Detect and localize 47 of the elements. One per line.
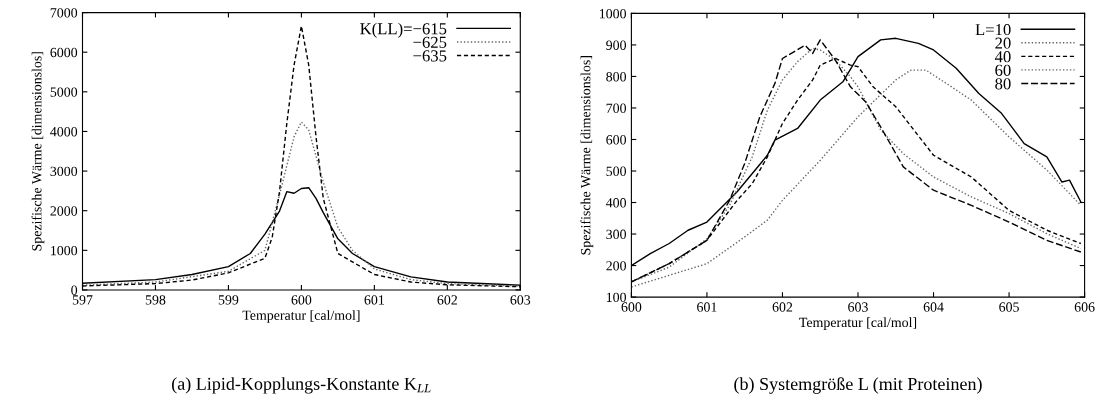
legend-label: −635 <box>413 50 447 62</box>
x-tick-label: 601 <box>697 302 717 312</box>
x-tick-label: 600 <box>621 302 642 312</box>
legend-label: K(LL)=−615 <box>360 22 447 38</box>
y-tick-label: 600 <box>606 135 627 145</box>
y-tick-label: 100 <box>606 292 627 303</box>
x-tick-label: 603 <box>848 302 868 312</box>
y-tick-label: 7000 <box>50 8 78 18</box>
y-tick-label: 5000 <box>50 87 78 97</box>
text: (a) Lipid-Kopplungs-Konstante K$_{LL}$ <box>172 377 431 394</box>
y-axis-title: Spezifische Wärme [dimensionslos] <box>580 56 594 255</box>
x-tick-label: 597 <box>72 295 93 305</box>
y-tick-label: 6000 <box>50 47 78 58</box>
y-axis-title: Spezifische Wärme [dimensionslos] <box>31 52 45 251</box>
y-tick-label: 3000 <box>50 166 78 177</box>
y-tick-label: 2000 <box>50 206 78 216</box>
x-axis-title: Temperatur [cal/mol] <box>799 317 917 330</box>
legend-label: 80 <box>995 78 1011 90</box>
x-tick-label: 600 <box>291 295 312 305</box>
legend-label: L=10 <box>975 23 1011 36</box>
x-tick-label: 602 <box>437 295 457 305</box>
x-tick-label: 604 <box>923 302 944 312</box>
y-tick-label: 1000 <box>51 245 78 256</box>
x-tick-label: 602 <box>772 302 793 312</box>
y-tick-label: 200 <box>606 261 627 271</box>
y-tick-label: 400 <box>605 198 627 208</box>
x-axis-title: Temperatur [cal/mol] <box>242 310 360 323</box>
x-tick-label: 603 <box>510 295 531 305</box>
legend-label: 60 <box>995 64 1011 76</box>
x-tick-label: 606 <box>1074 302 1095 312</box>
y-tick-label: 4000 <box>50 127 78 137</box>
legend-label: 40 <box>994 51 1011 63</box>
x-tick-label: 605 <box>999 302 1019 312</box>
x-tick-label: 601 <box>364 295 384 305</box>
y-tick-label: 300 <box>606 229 627 239</box>
y-tick-label: 900 <box>606 40 627 50</box>
legend-label: 20 <box>995 37 1011 49</box>
line-series <box>82 121 521 287</box>
x-tick-label: 599 <box>218 295 239 305</box>
x-tick-label: 598 <box>145 295 166 305</box>
y-tick-label: 0 <box>71 285 78 295</box>
y-tick-label: 500 <box>606 166 627 176</box>
y-tick-label: 800 <box>606 72 627 82</box>
y-tick-label: 1000 <box>599 8 627 19</box>
text: (b) Systemgröße L (mit Proteinen) <box>734 377 982 394</box>
y-tick-label: 700 <box>606 103 627 113</box>
legend-label: −625 <box>413 36 447 48</box>
